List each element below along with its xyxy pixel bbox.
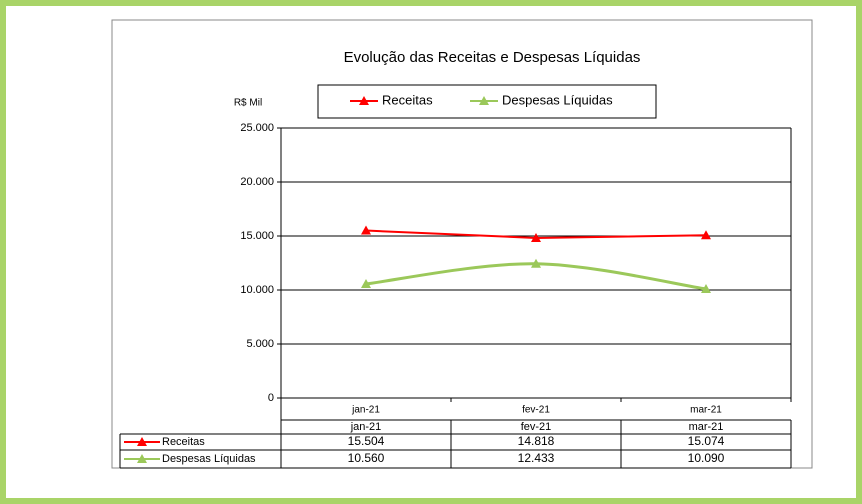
table-legend-marker [137, 437, 147, 446]
legend-label: Despesas Líquidas [502, 92, 613, 107]
table-value: 15.074 [688, 434, 725, 448]
table-header: jan-21 [350, 421, 382, 433]
table-value: 15.504 [348, 434, 385, 448]
table-legend-marker [137, 454, 147, 463]
point-marker [361, 225, 371, 235]
table-value: 12.433 [518, 451, 555, 465]
point-marker [701, 230, 711, 240]
table-value: 10.560 [348, 451, 385, 465]
table-row-label: Despesas Líquidas [162, 453, 256, 465]
y-axis-label: R$ Mil [234, 98, 262, 109]
chart-title: Evolução das Receitas e Despesas Líquida… [344, 49, 641, 66]
point-marker [531, 232, 541, 242]
table-row-label: Receitas [162, 436, 205, 448]
table-value: 14.818 [518, 434, 555, 448]
chart: Evolução das Receitas e Despesas Líquida… [111, 19, 813, 469]
y-tick-label: 20.000 [240, 176, 274, 188]
x-tick-label: jan-21 [351, 405, 380, 416]
table-header: mar-21 [689, 421, 724, 433]
x-tick-label: mar-21 [690, 405, 722, 416]
legend-marker [479, 96, 489, 105]
y-tick-label: 25.000 [240, 122, 274, 134]
table-value: 10.090 [688, 451, 725, 465]
legend-label: Receitas [382, 92, 433, 107]
y-tick-label: 5.000 [246, 338, 274, 350]
point-marker [701, 284, 711, 294]
legend-marker [359, 96, 369, 105]
y-tick-label: 10.000 [240, 284, 274, 296]
x-tick-label: fev-21 [522, 405, 550, 416]
point-marker [361, 278, 371, 288]
point-marker [531, 258, 541, 268]
table-header: fev-21 [521, 421, 552, 433]
y-tick-label: 15.000 [240, 230, 274, 242]
y-tick-label: 0 [268, 392, 274, 404]
